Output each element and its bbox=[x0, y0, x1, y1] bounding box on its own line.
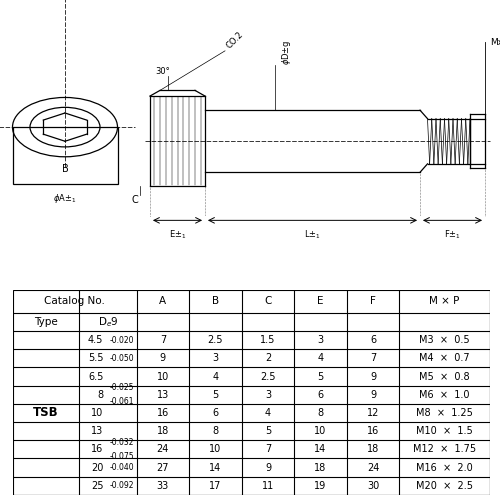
Text: 16: 16 bbox=[367, 426, 379, 436]
Text: 5.5: 5.5 bbox=[88, 354, 104, 364]
Text: 25: 25 bbox=[91, 480, 104, 490]
Text: TSB: TSB bbox=[33, 406, 58, 420]
Text: 10: 10 bbox=[314, 426, 326, 436]
Text: 33: 33 bbox=[157, 480, 169, 490]
Text: -0.025: -0.025 bbox=[110, 384, 134, 392]
Text: M8  ×  1.25: M8 × 1.25 bbox=[416, 408, 473, 418]
Text: 3: 3 bbox=[265, 390, 271, 400]
Text: M10  ×  1.5: M10 × 1.5 bbox=[416, 426, 473, 436]
Text: 14: 14 bbox=[210, 462, 222, 472]
Text: 9: 9 bbox=[370, 372, 376, 382]
Text: 20: 20 bbox=[91, 462, 104, 472]
Text: 4.5: 4.5 bbox=[88, 335, 104, 345]
Text: 24: 24 bbox=[367, 462, 379, 472]
Text: D$_e$9: D$_e$9 bbox=[98, 315, 118, 328]
Text: 2: 2 bbox=[265, 354, 271, 364]
Text: 3: 3 bbox=[318, 335, 324, 345]
Text: 6.5: 6.5 bbox=[88, 372, 104, 382]
Text: 10: 10 bbox=[157, 372, 169, 382]
Text: 18: 18 bbox=[367, 444, 379, 454]
Text: CO.2: CO.2 bbox=[225, 30, 246, 51]
Text: 4: 4 bbox=[212, 372, 218, 382]
Text: 30°: 30° bbox=[155, 68, 170, 76]
Text: -0.075: -0.075 bbox=[110, 452, 134, 460]
Text: -0.092: -0.092 bbox=[110, 481, 134, 490]
Text: -0.061: -0.061 bbox=[110, 397, 134, 406]
Text: -0.032: -0.032 bbox=[110, 438, 134, 447]
Text: 14: 14 bbox=[314, 444, 326, 454]
Text: F±$_1$: F±$_1$ bbox=[444, 229, 461, 241]
Text: A: A bbox=[160, 296, 166, 306]
Text: 7: 7 bbox=[160, 335, 166, 345]
Text: 17: 17 bbox=[210, 480, 222, 490]
Text: M12  ×  1.75: M12 × 1.75 bbox=[413, 444, 476, 454]
Text: 24: 24 bbox=[156, 444, 169, 454]
Text: M5  ×  0.8: M5 × 0.8 bbox=[420, 372, 470, 382]
Text: 5: 5 bbox=[212, 390, 218, 400]
Text: 5: 5 bbox=[318, 372, 324, 382]
Bar bbox=[12, 127, 118, 184]
Text: 8: 8 bbox=[212, 426, 218, 436]
Text: 9: 9 bbox=[370, 390, 376, 400]
Text: 4: 4 bbox=[265, 408, 271, 418]
Text: 10: 10 bbox=[91, 408, 104, 418]
Text: Type: Type bbox=[34, 317, 58, 327]
Text: 1.5: 1.5 bbox=[260, 335, 276, 345]
Text: 19: 19 bbox=[314, 480, 326, 490]
Text: L±$_1$: L±$_1$ bbox=[304, 229, 321, 241]
Text: $\phi$A±$_1$: $\phi$A±$_1$ bbox=[54, 192, 76, 205]
Text: 16: 16 bbox=[157, 408, 169, 418]
Text: 6: 6 bbox=[370, 335, 376, 345]
Text: 30: 30 bbox=[367, 480, 379, 490]
Text: 27: 27 bbox=[156, 462, 169, 472]
Text: 8: 8 bbox=[98, 390, 103, 400]
Text: 16: 16 bbox=[91, 444, 104, 454]
Text: 2.5: 2.5 bbox=[208, 335, 223, 345]
Text: 18: 18 bbox=[157, 426, 169, 436]
Text: 5: 5 bbox=[265, 426, 271, 436]
Text: 7: 7 bbox=[370, 354, 376, 364]
Text: 6: 6 bbox=[212, 408, 218, 418]
Text: 18: 18 bbox=[314, 462, 326, 472]
Text: M3  ×  0.5: M3 × 0.5 bbox=[420, 335, 470, 345]
Text: M6  ×  1.0: M6 × 1.0 bbox=[420, 390, 470, 400]
Text: -0.020: -0.020 bbox=[110, 336, 134, 344]
Text: 3: 3 bbox=[212, 354, 218, 364]
Text: -0.040: -0.040 bbox=[110, 463, 134, 472]
Text: -0.050: -0.050 bbox=[110, 354, 134, 363]
Text: E±$_1$: E±$_1$ bbox=[168, 229, 186, 241]
Text: B: B bbox=[62, 164, 68, 174]
Text: 7: 7 bbox=[265, 444, 271, 454]
Text: MxP: MxP bbox=[490, 38, 500, 47]
Text: 13: 13 bbox=[91, 426, 104, 436]
Text: 10: 10 bbox=[210, 444, 222, 454]
Text: $\phi$D±g: $\phi$D±g bbox=[280, 40, 293, 65]
Text: E: E bbox=[317, 296, 324, 306]
Text: B: B bbox=[212, 296, 219, 306]
Text: M16  ×  2.0: M16 × 2.0 bbox=[416, 462, 473, 472]
Text: 2.5: 2.5 bbox=[260, 372, 276, 382]
Text: M20  ×  2.5: M20 × 2.5 bbox=[416, 480, 473, 490]
Text: 11: 11 bbox=[262, 480, 274, 490]
Text: Catalog No.: Catalog No. bbox=[44, 296, 105, 306]
Text: C: C bbox=[132, 195, 138, 205]
Text: 9: 9 bbox=[160, 354, 166, 364]
Text: 4: 4 bbox=[318, 354, 324, 364]
Text: M × P: M × P bbox=[430, 296, 460, 306]
Text: 8: 8 bbox=[318, 408, 324, 418]
Text: C: C bbox=[264, 296, 272, 306]
Text: 13: 13 bbox=[157, 390, 169, 400]
Text: F: F bbox=[370, 296, 376, 306]
Text: 9: 9 bbox=[265, 462, 271, 472]
Text: 6: 6 bbox=[318, 390, 324, 400]
Text: 12: 12 bbox=[367, 408, 379, 418]
Text: M4  ×  0.7: M4 × 0.7 bbox=[420, 354, 470, 364]
